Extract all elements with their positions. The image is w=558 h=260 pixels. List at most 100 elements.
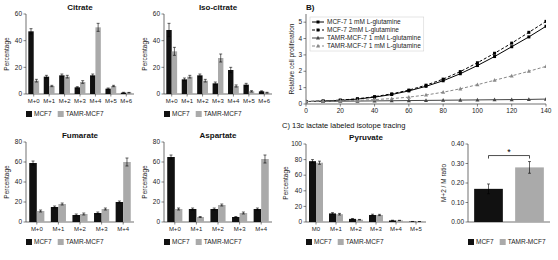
- x-axis-line: [306, 222, 426, 223]
- legend-label: MCF7: [34, 110, 52, 117]
- bar: [75, 87, 80, 94]
- bar: [259, 91, 264, 94]
- bar: [95, 27, 100, 94]
- x-tick: [36, 222, 37, 225]
- x-axis-line: [306, 104, 546, 105]
- legend-swatch: [196, 239, 202, 245]
- x-tick-label: M+5: [243, 98, 256, 104]
- legend-label: TAMR-MCF7: [346, 238, 384, 245]
- y-tick: [24, 14, 27, 15]
- plot-area: [28, 23, 131, 94]
- legend-swatch: [26, 111, 32, 117]
- error-bar: [371, 214, 374, 216]
- error-bar: [91, 74, 94, 77]
- bar: [240, 213, 248, 222]
- marker: [476, 61, 479, 64]
- marker: [510, 97, 514, 101]
- panel: 020406080100PercentagePyruvateM0M+1M+2M+…: [282, 133, 426, 245]
- y-axis-label: Relative cell proliferation: [288, 23, 296, 94]
- bar: [249, 91, 254, 94]
- error-bar: [96, 212, 99, 214]
- y-tick: [162, 162, 165, 163]
- x-tick-label: M+2: [197, 98, 210, 104]
- error-bar: [50, 85, 53, 86]
- y-tick-label: 20: [15, 198, 23, 205]
- x-tick-label: M+1: [52, 226, 65, 232]
- y-axis-line: [26, 142, 27, 222]
- marker: [306, 99, 308, 103]
- error-bar: [30, 29, 33, 34]
- bar: [102, 209, 110, 222]
- y-tick: [24, 40, 27, 41]
- y-tick-label: 100: [291, 140, 302, 147]
- x-tick-label: 20: [337, 107, 345, 114]
- error-bar: [66, 75, 69, 78]
- x-tick: [396, 222, 397, 225]
- bar: [309, 161, 316, 222]
- marker: [317, 29, 320, 32]
- y-tick: [304, 159, 307, 160]
- y-axis-line: [306, 144, 307, 222]
- x-tick: [80, 94, 81, 97]
- x-tick: [187, 94, 188, 97]
- bar: [172, 51, 177, 94]
- bar: [28, 31, 33, 94]
- y-tick-label: 60: [15, 158, 23, 165]
- marker: [493, 55, 496, 58]
- x-tick: [239, 222, 240, 225]
- error-bar: [191, 208, 194, 210]
- title: Aspartate: [200, 131, 237, 140]
- y-tick-label: 20: [153, 64, 161, 71]
- y-tick-label: 0.30: [451, 160, 464, 167]
- error-bar: [213, 208, 216, 210]
- x-tick: [233, 94, 234, 97]
- bar: [203, 81, 208, 94]
- legend: MCF7TAMR-MCF7: [26, 110, 104, 117]
- legend-swatch: [58, 111, 64, 117]
- x-tick: [261, 222, 262, 225]
- y-tick-label: 60: [15, 10, 23, 17]
- error-bar: [188, 75, 191, 78]
- x-tick: [218, 222, 219, 225]
- bar: [94, 213, 102, 222]
- error-bar: [199, 217, 202, 218]
- y-tick: [162, 222, 165, 223]
- marker: [458, 98, 462, 102]
- y-tick-label: 80: [15, 138, 23, 145]
- x-tick: [49, 94, 50, 97]
- error-bar: [173, 47, 176, 55]
- marker: [442, 78, 445, 81]
- x-tick-label: M+0: [28, 98, 41, 104]
- bar: [175, 209, 183, 222]
- bar: [51, 207, 59, 222]
- y-tick: [304, 38, 307, 39]
- error-bar: [338, 213, 341, 215]
- marker: [458, 87, 462, 91]
- error-bar: [76, 87, 79, 88]
- bar: [264, 93, 269, 94]
- bar: [187, 77, 192, 94]
- bar: [396, 220, 403, 222]
- legend-line: [312, 22, 324, 23]
- marker: [339, 99, 342, 102]
- y-tick-label: 0: [18, 90, 22, 97]
- bar: [218, 58, 223, 94]
- y-tick-label: 4: [298, 35, 302, 42]
- x-tick-label: 40: [371, 107, 379, 114]
- y-tick: [304, 22, 307, 23]
- x-tick: [33, 94, 34, 97]
- x-tick-label: M+1: [190, 226, 203, 232]
- y-tick-label: 0.10: [451, 199, 464, 206]
- y-tick: [162, 67, 165, 68]
- legend: MCF-7 1 mM L-glutamineMCF-7 2mM L-glutam…: [310, 17, 424, 51]
- title: Fumarate: [62, 131, 99, 140]
- y-tick: [24, 94, 27, 95]
- error-bar: [351, 218, 354, 220]
- annotation: *: [507, 147, 511, 157]
- x-tick-label: M+4: [390, 226, 403, 232]
- plot-area: [166, 23, 269, 94]
- panel: 0.000.100.200.300.40M+2 / M ratio*MCF7TA…: [440, 140, 550, 245]
- marker: [510, 74, 514, 78]
- bar: [210, 209, 218, 222]
- error-bar: [411, 221, 414, 222]
